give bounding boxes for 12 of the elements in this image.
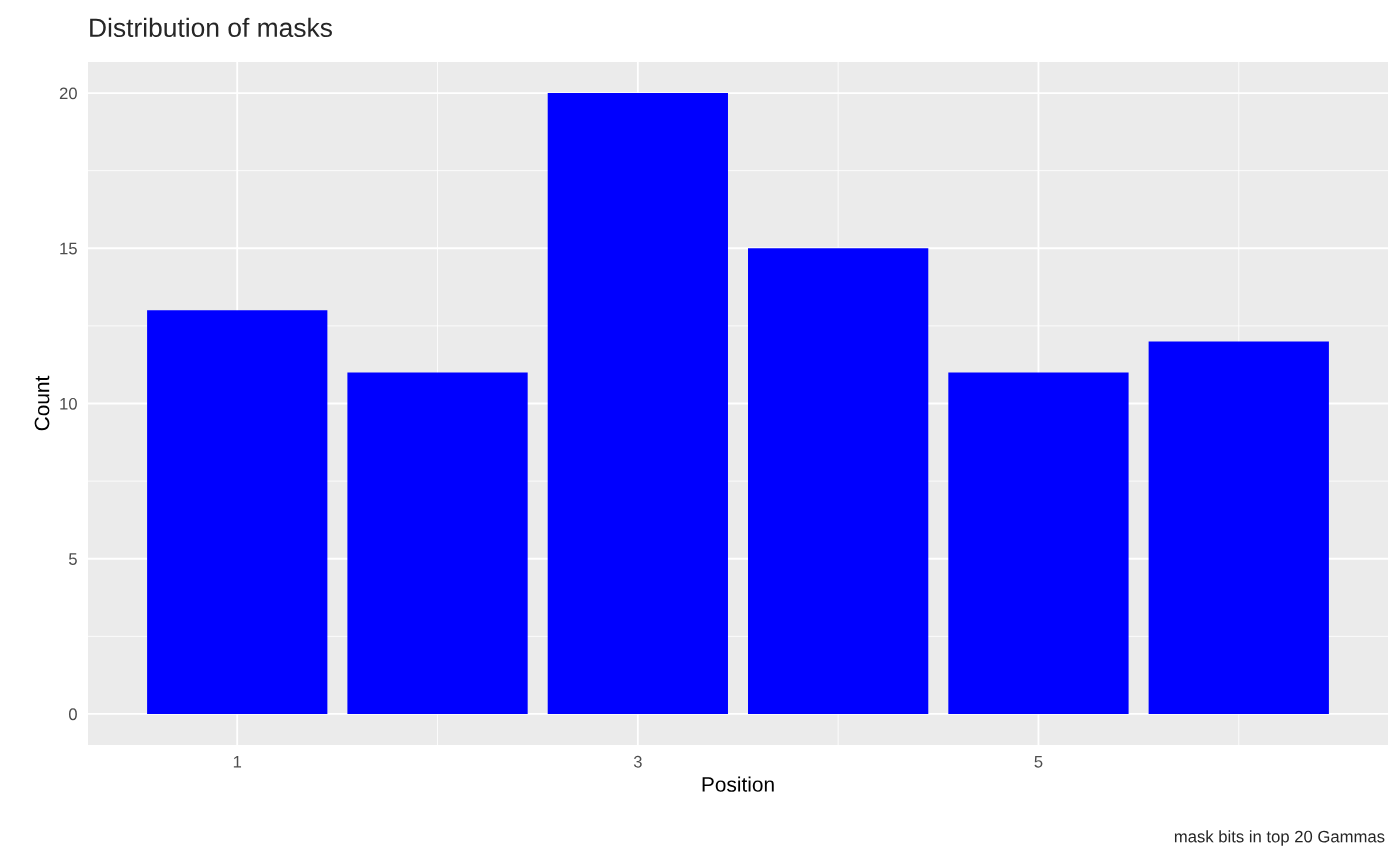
x-axis-title: Position xyxy=(702,776,774,792)
y-tick-label: 15 xyxy=(60,242,77,255)
y-tick-label: 20 xyxy=(59,87,77,100)
chart-title: Distribution of masks xyxy=(90,17,332,38)
y-tick-label: 5 xyxy=(68,553,77,565)
y-axis-title: Count xyxy=(34,375,50,431)
x-tick-label: 5 xyxy=(1034,756,1043,768)
text: mask bits in top 20 Gammas xyxy=(1174,830,1385,846)
x-tick-label: 1 xyxy=(233,756,242,768)
x-tick-label: 3 xyxy=(633,755,642,768)
y-tick-label: 10 xyxy=(60,397,77,410)
y-tick-label: 0 xyxy=(68,708,77,721)
